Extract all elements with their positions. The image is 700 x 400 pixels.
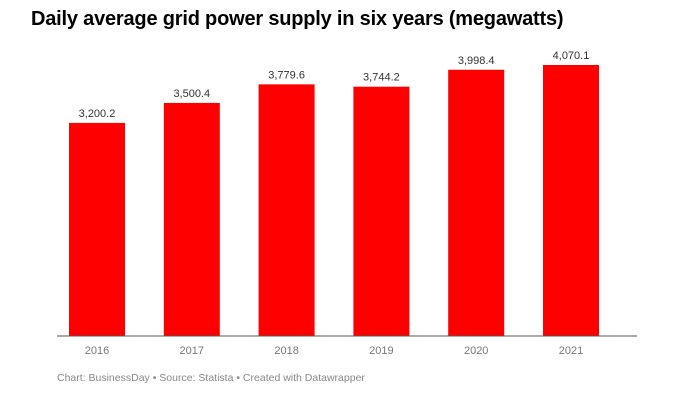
x-tick-2017: 2017 xyxy=(180,345,204,357)
x-tick-2021: 2021 xyxy=(559,345,583,357)
bar-2021 xyxy=(543,65,599,336)
value-label-2020: 3,998.4 xyxy=(458,55,495,67)
bar-2018 xyxy=(258,84,315,336)
value-label-2017: 3,500.4 xyxy=(173,88,210,100)
bar-2020 xyxy=(448,69,505,336)
chart-title: Daily average grid power supply in six y… xyxy=(31,8,564,30)
value-label-2021: 4,070.1 xyxy=(553,50,590,62)
value-label-2018: 3,779.6 xyxy=(268,69,305,81)
x-tick-2018: 2018 xyxy=(274,345,298,357)
value-label-2016: 3,200.2 xyxy=(79,108,116,120)
x-tick-2016: 2016 xyxy=(85,345,109,357)
bar-2019 xyxy=(353,86,410,337)
x-tick-2019: 2019 xyxy=(369,345,393,357)
chart-footer: Chart: BusinessDay • Source: Statista • … xyxy=(57,372,365,384)
bar-2017 xyxy=(163,102,220,337)
bar-2016 xyxy=(69,122,125,337)
x-tick-2020: 2020 xyxy=(464,345,488,357)
value-label-2019: 3,744.2 xyxy=(363,72,400,84)
